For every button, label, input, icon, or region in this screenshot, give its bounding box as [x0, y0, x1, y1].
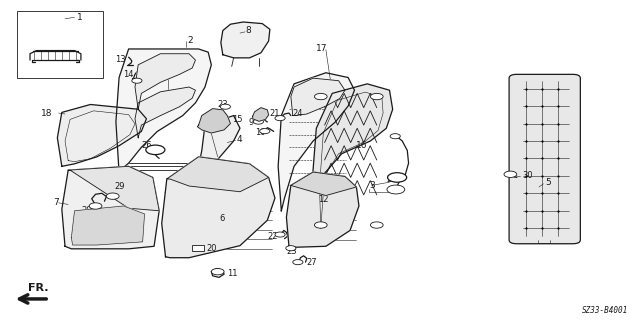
Text: 23: 23 — [286, 247, 297, 257]
Text: 26: 26 — [141, 141, 152, 150]
Circle shape — [387, 185, 404, 194]
Polygon shape — [286, 172, 359, 247]
Text: 28: 28 — [82, 206, 92, 215]
Circle shape — [388, 173, 406, 182]
Circle shape — [253, 119, 263, 124]
Text: 15: 15 — [232, 115, 242, 124]
Polygon shape — [291, 172, 357, 196]
Circle shape — [220, 104, 231, 109]
Circle shape — [314, 222, 327, 228]
Text: 17: 17 — [316, 44, 328, 53]
Text: 11: 11 — [227, 269, 238, 278]
Bar — [17, 11, 103, 77]
Circle shape — [259, 129, 270, 134]
Circle shape — [89, 203, 102, 209]
Text: 7: 7 — [54, 198, 59, 207]
Circle shape — [212, 268, 224, 275]
Text: 22: 22 — [267, 232, 278, 241]
Text: 29: 29 — [114, 181, 125, 190]
Circle shape — [390, 134, 400, 139]
Text: 4: 4 — [237, 135, 242, 144]
Text: 10: 10 — [254, 128, 265, 137]
Circle shape — [275, 116, 285, 121]
Polygon shape — [221, 22, 270, 58]
Text: 13: 13 — [114, 55, 125, 64]
FancyBboxPatch shape — [509, 74, 580, 244]
Polygon shape — [199, 116, 240, 168]
Text: 1: 1 — [77, 13, 82, 22]
Text: 25: 25 — [387, 174, 397, 184]
Polygon shape — [62, 166, 159, 249]
Circle shape — [286, 246, 296, 251]
Polygon shape — [68, 166, 159, 211]
Polygon shape — [135, 54, 196, 109]
Polygon shape — [135, 87, 196, 138]
Polygon shape — [167, 157, 268, 192]
Polygon shape — [72, 206, 144, 245]
Text: 19: 19 — [205, 124, 215, 133]
Polygon shape — [58, 105, 146, 166]
Text: 16: 16 — [357, 141, 368, 150]
Text: 14: 14 — [123, 70, 134, 79]
Polygon shape — [116, 49, 212, 173]
Text: 21: 21 — [270, 108, 281, 117]
Text: 9: 9 — [248, 118, 254, 127]
Circle shape — [314, 93, 327, 100]
Text: 5: 5 — [545, 178, 551, 187]
Text: 27: 27 — [307, 258, 318, 267]
Text: 24: 24 — [293, 108, 304, 117]
Circle shape — [504, 171, 517, 178]
Text: 23: 23 — [218, 100, 228, 109]
Text: 3: 3 — [369, 181, 375, 190]
Text: 18: 18 — [41, 108, 52, 117]
Bar — [192, 245, 204, 251]
Text: 30: 30 — [522, 172, 532, 180]
Text: 20: 20 — [206, 244, 217, 253]
Circle shape — [371, 93, 383, 100]
Text: 6: 6 — [219, 214, 224, 223]
Polygon shape — [278, 73, 355, 211]
Circle shape — [371, 222, 383, 228]
Polygon shape — [252, 108, 268, 121]
Polygon shape — [162, 157, 275, 258]
Text: FR.: FR. — [28, 283, 49, 292]
Circle shape — [275, 232, 285, 237]
Circle shape — [146, 145, 165, 155]
Circle shape — [293, 260, 303, 265]
Circle shape — [132, 78, 142, 83]
Text: 2: 2 — [187, 36, 193, 44]
Polygon shape — [197, 108, 231, 133]
Text: 8: 8 — [245, 26, 251, 36]
Polygon shape — [312, 84, 393, 236]
Text: 12: 12 — [318, 195, 328, 204]
Circle shape — [106, 193, 119, 199]
Text: SZ33-B4001: SZ33-B4001 — [582, 306, 628, 315]
Polygon shape — [291, 78, 345, 116]
